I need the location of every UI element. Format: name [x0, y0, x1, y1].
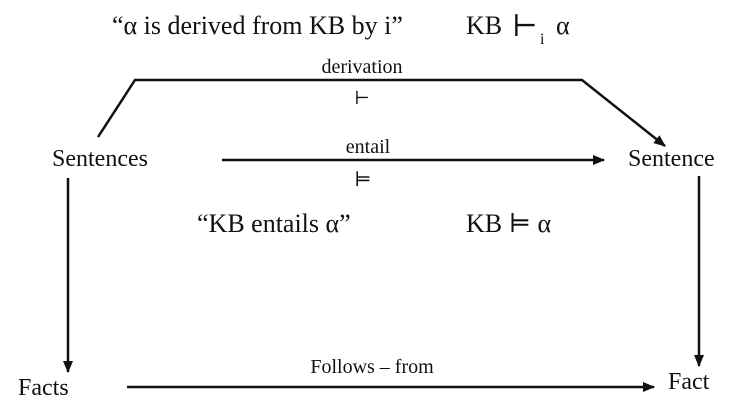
heading-formula-alpha: α — [556, 11, 570, 40]
derivation-arrow — [96, 78, 666, 147]
entails-caption-formula: KB ⊨ α — [466, 209, 551, 238]
derivation-label: derivation — [321, 56, 402, 78]
node-fact: Fact — [668, 369, 710, 395]
heading-quote: “α is derived from KB by i” — [112, 11, 403, 40]
entail-label: entail — [346, 136, 391, 158]
node-sentence: Sentence — [628, 146, 715, 172]
node-sentences: Sentences — [52, 146, 148, 172]
heading-formula-turnstile: ⊢ — [512, 10, 538, 43]
follows-from-label: Follows – from — [310, 356, 434, 378]
heading-formula-subscript: i — [540, 31, 545, 48]
entails-caption-quote: “KB entails α” — [197, 209, 351, 238]
derivation-symbol: ⊢ — [354, 88, 369, 108]
heading-formula-kb: KB — [466, 11, 502, 40]
node-facts: Facts — [18, 375, 69, 401]
entail-symbol: ⊨ — [354, 169, 371, 191]
